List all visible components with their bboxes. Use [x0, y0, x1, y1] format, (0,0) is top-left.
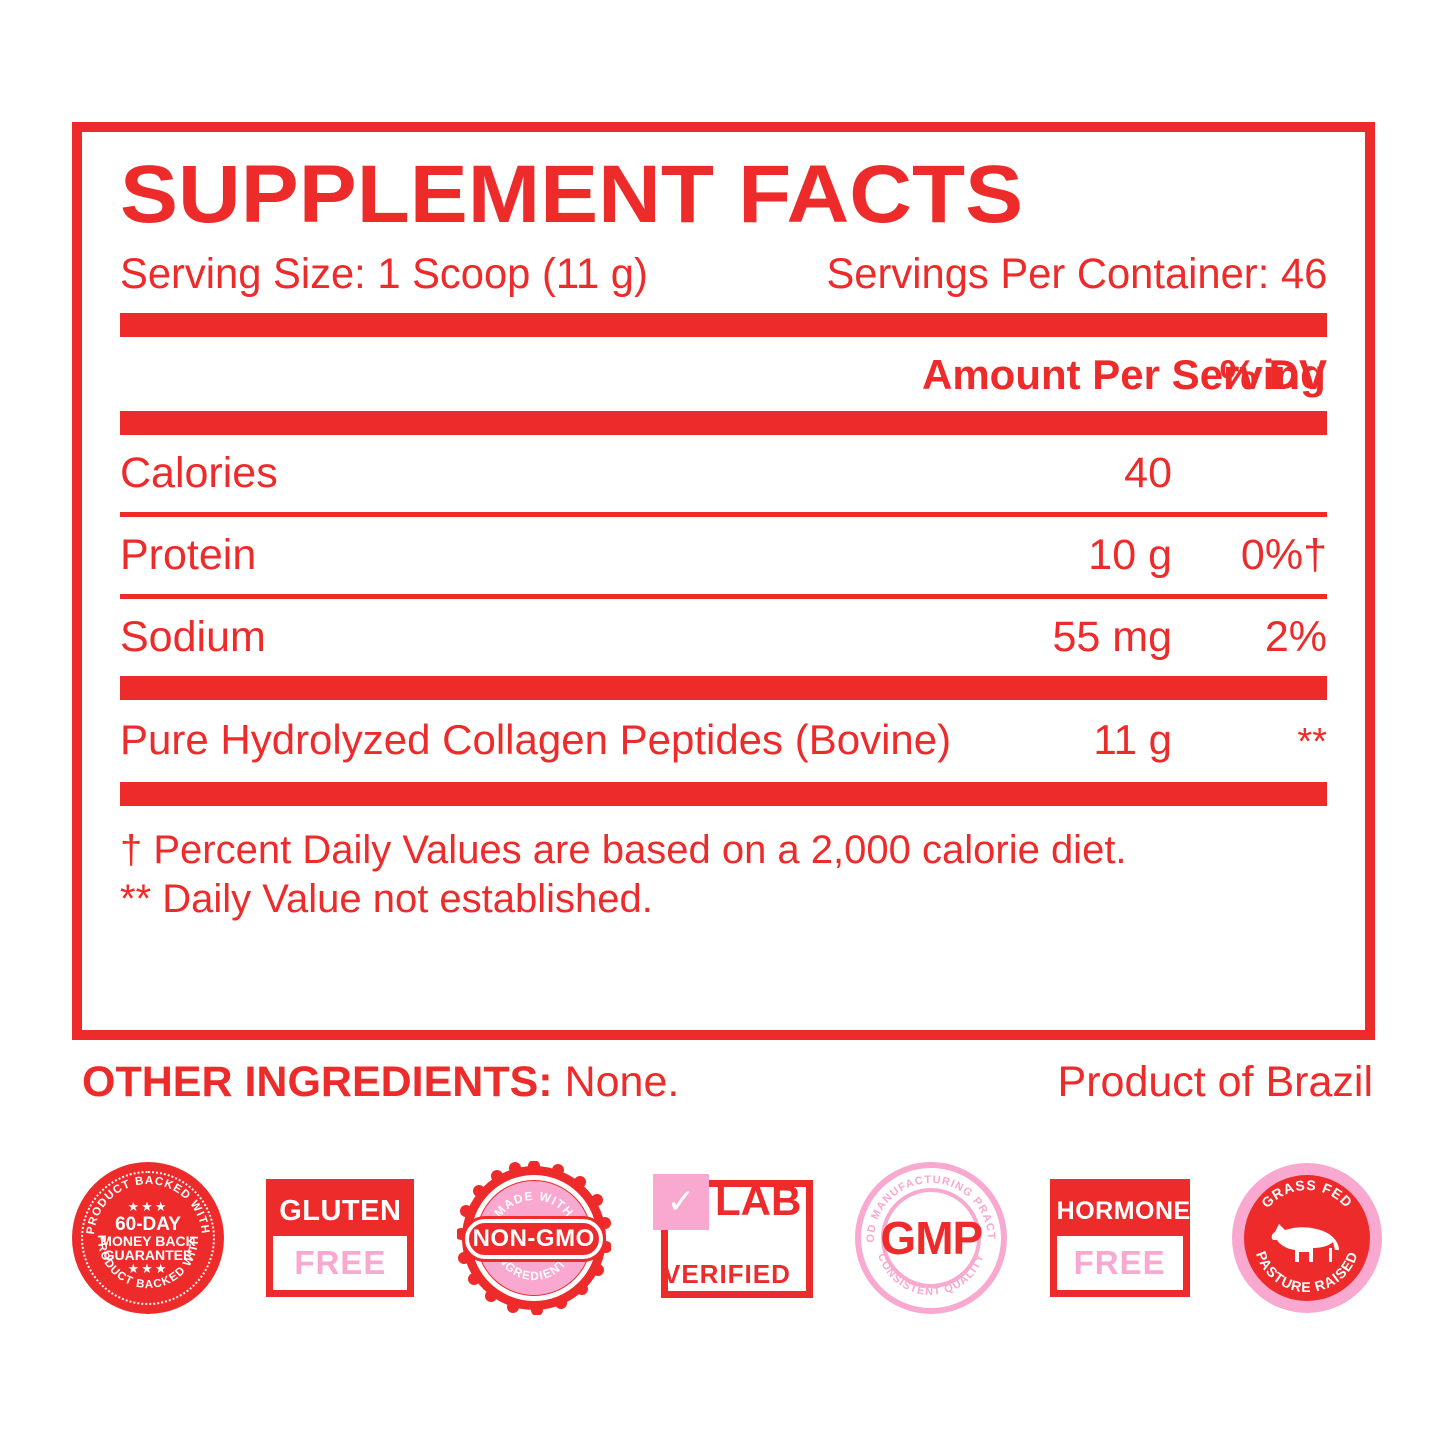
header-amount: Amount Per Serving	[922, 351, 1326, 398]
divider-thick-top	[120, 313, 1327, 337]
badge-hormone-free: HORMONE FREE	[1049, 1179, 1190, 1297]
other-ingredients-value: None.	[564, 1058, 680, 1106]
guarantee-dotted-ring	[81, 1171, 215, 1305]
gmp-arc-text: GOOD MANUFACTURING PRACTICE CONSISTENT Q…	[855, 1162, 996, 1298]
table-row: Pure Hydrolyzed Collagen Peptides (Bovin…	[120, 700, 1327, 782]
nutrition-rows: Protein 10 g 0%†	[120, 517, 1327, 594]
supplement-facts-panel: SUPPLEMENT FACTS Serving Size: 1 Scoop (…	[72, 122, 1375, 1040]
lab-verified-line1: LAB	[714, 1177, 802, 1224]
row-amount: 10 g	[1088, 531, 1172, 579]
row-name: Protein	[120, 531, 257, 579]
guarantee-line3: GUARANTEE	[103, 1247, 193, 1264]
divider-thin-2	[120, 594, 1327, 599]
table-row: Sodium 55 mg 2%	[120, 599, 1327, 676]
grass-fed-arc-top-text: GRASS FED	[1258, 1177, 1355, 1211]
row-dv: **	[1297, 721, 1327, 763]
check-icon: ✓	[652, 1174, 709, 1230]
nutrition-table: Amount Per Serving % DV	[120, 337, 1327, 411]
serving-info-row: Serving Size: 1 Scoop (11 g) Servings Pe…	[120, 250, 1327, 299]
non-gmo-arc-top: MADE WITH	[491, 1189, 576, 1220]
non-gmo-center-text: NON-GMO	[472, 1225, 595, 1252]
footnote-dagger: † Percent Daily Values are based on a 2,…	[120, 828, 1127, 872]
row-dv: 0%†	[1240, 531, 1327, 579]
non-gmo-arc-top-text: MADE WITH	[491, 1189, 575, 1220]
badge-lab-verified: ✓ LAB VERIFIED	[652, 1174, 813, 1302]
cow-icon	[1271, 1224, 1339, 1262]
certification-badge-row: PRODUCT BACKED WITH PRODUCT BACKED WITH …	[72, 1161, 1382, 1315]
guarantee-stars-bottom: ★★★	[127, 1261, 169, 1277]
row-amount: 55 mg	[1052, 613, 1172, 661]
proprietary-row: Pure Hydrolyzed Collagen Peptides (Bovin…	[120, 700, 1327, 782]
table-header-row: Amount Per Serving % DV	[120, 337, 1327, 411]
row-dv: 2%	[1264, 613, 1327, 661]
divider-thick-header	[120, 411, 1327, 435]
row-amount: 40	[1124, 449, 1172, 497]
nutrition-rows: Sodium 55 mg 2%	[120, 599, 1327, 676]
row-dv	[1172, 435, 1327, 512]
other-ingredients-label: OTHER INGREDIENTS:	[82, 1058, 553, 1106]
servings-per-container-text: Servings Per Container: 46	[826, 250, 1327, 298]
badge-money-back-guarantee: PRODUCT BACKED WITH PRODUCT BACKED WITH …	[72, 1162, 224, 1314]
grass-fed-arc-top: GRASS FED	[1258, 1177, 1356, 1211]
badge-gmp: GOOD MANUFACTURING PRACTICE CONSISTENT Q…	[855, 1162, 1008, 1314]
row-name: Pure Hydrolyzed Collagen Peptides (Bovin…	[120, 716, 952, 763]
grass-fed-arc-text: GRASS FED PASTURE RAISED	[1253, 1177, 1360, 1295]
lab-verified-frame	[660, 1180, 813, 1298]
hormone-free-bottom: FREE	[1073, 1244, 1166, 1281]
non-gmo-pill: NON-GMO	[464, 1219, 603, 1259]
lab-verified-line2: VERIFIED	[662, 1259, 791, 1289]
nutrition-rows: Calories 40	[120, 435, 1327, 512]
other-ingredients-row: OTHER INGREDIENTS: None. Product of Braz…	[82, 1058, 1373, 1107]
divider-thick-2	[120, 676, 1327, 700]
badge-gluten-free: GLUTEN FREE	[266, 1179, 415, 1297]
guarantee-line2: MONEY BACK	[100, 1232, 196, 1249]
table-row: Protein 10 g 0%†	[120, 517, 1327, 594]
other-ingredients: OTHER INGREDIENTS: None.	[82, 1058, 679, 1107]
guarantee-arc-text: PRODUCT BACKED WITH PRODUCT BACKED WITH	[85, 1175, 210, 1291]
row-name: Sodium	[120, 613, 266, 661]
row-name: Calories	[120, 449, 278, 497]
product-origin: Product of Brazil	[1057, 1058, 1373, 1106]
gluten-free-bottom: FREE	[294, 1244, 387, 1281]
guarantee-stars-top: ★★★	[127, 1199, 169, 1215]
row-amount: 11 g	[1093, 716, 1172, 763]
header-name	[120, 337, 922, 411]
gmp-inner-ring	[881, 1188, 982, 1288]
serving-size-text: Serving Size: 1 Scoop (11 g)	[120, 250, 648, 298]
divider-thick-3	[120, 782, 1327, 806]
header-dv: % DV	[1219, 351, 1327, 398]
divider-thin-1	[120, 512, 1327, 517]
guarantee-center: ★★★ 60-DAY MONEY BACK GUARANTEE ★★★	[72, 1162, 224, 1314]
gmp-outer-ring	[855, 1162, 1008, 1314]
badge-grass-fed: GRASS FED PASTURE RAISED	[1231, 1163, 1382, 1313]
gluten-free-top: GLUTEN	[273, 1186, 408, 1236]
panel-title: SUPPLEMENT FACTS	[120, 149, 1024, 240]
footnote-asterisk: ** Daily Value not established.	[120, 876, 653, 921]
guarantee-line1: 60-DAY	[115, 1213, 181, 1235]
badge-non-gmo: MADE WITH INGREDIENTS NON-GMO	[456, 1161, 611, 1315]
table-row: Calories 40	[120, 435, 1327, 512]
gmp-center-text: GMP	[880, 1212, 983, 1264]
hormone-free-top: HORMONE	[1056, 1186, 1190, 1236]
footnotes: † Percent Daily Values are based on a 2,…	[120, 826, 1327, 924]
